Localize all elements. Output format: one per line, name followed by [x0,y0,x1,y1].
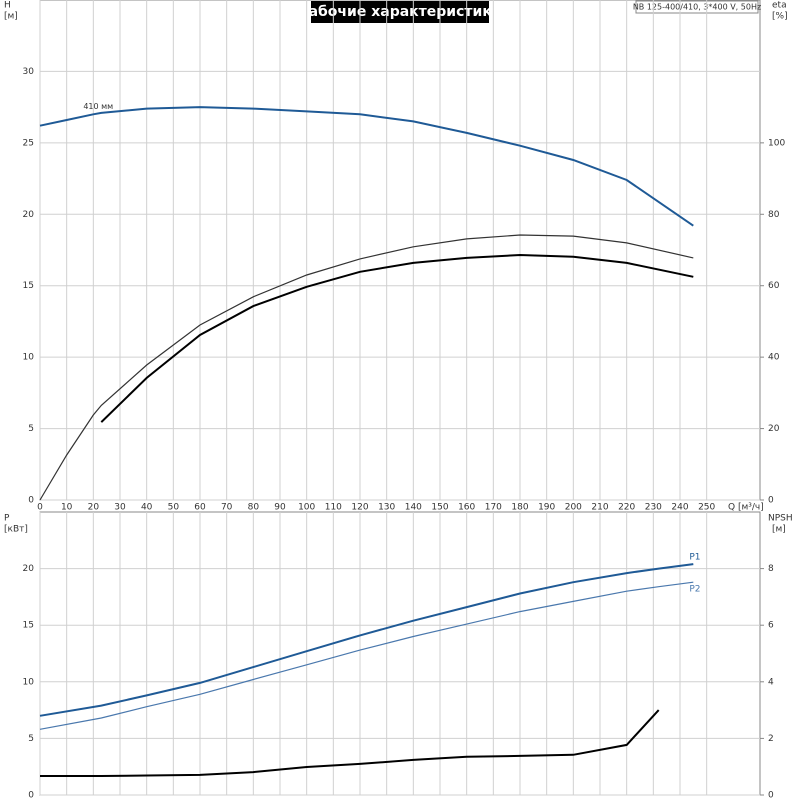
y-tick-label: 30 [23,67,35,77]
x-tick-label: 50 [168,503,180,513]
series-line [40,709,660,777]
title-box [311,1,489,23]
series-line [39,581,694,730]
y-axis-label: H [4,1,11,11]
x-tick-label: 100 [298,503,315,513]
y2-tick-label: 6 [768,621,774,631]
y-axis-label: P [4,514,10,524]
y2-axis-unit: [%] [772,12,788,22]
model-box [635,0,759,14]
y-tick-label: 5 [28,734,34,744]
y2-tick-label: 4 [768,677,774,687]
y-axis-unit: [м] [4,12,18,22]
x-tick-label: 110 [325,503,342,513]
x-tick-label: 200 [565,503,582,513]
y2-tick-label: 40 [768,353,780,363]
x-tick-label: 210 [591,503,608,513]
x-tick-label: 190 [538,503,555,513]
x-tick-label: 0 [37,503,43,513]
x-tick-label: 40 [141,503,153,513]
x-tick-label: 30 [114,503,126,513]
y2-tick-label: 60 [768,281,780,291]
y2-tick-label: 0 [768,791,774,800]
y-tick-label: 20 [23,564,35,574]
x-tick-label: 80 [248,503,260,513]
x-tick-label: 220 [618,503,635,513]
y-tick-label: 0 [28,791,34,800]
x-tick-label: 230 [645,503,662,513]
y2-tick-label: 0 [768,496,774,506]
x-tick-label: 150 [431,503,448,513]
series-line [39,234,694,501]
x-tick-label: 130 [378,503,395,513]
y-tick-label: 20 [23,210,35,220]
y2-axis-unit: [м] [772,525,786,535]
x-tick-label: 120 [351,503,368,513]
y2-axis-label: NPSH [768,514,793,524]
y-tick-label: 10 [23,677,35,687]
subtitle: NB 125-400/410, 3*400 V, 50Hz [633,3,761,12]
plot-frame [39,511,761,796]
y-axis-unit: [кВт] [4,525,28,535]
series-line [39,106,694,227]
series-line [39,563,694,717]
series-line [100,253,694,423]
x-tick-label: 250 [698,503,715,513]
series-label: P2 [689,585,700,595]
y-tick-label: 25 [23,138,34,148]
x-tick-label: 10 [61,503,73,513]
y-tick-label: 5 [28,424,34,434]
x-tick-label: 60 [194,503,206,513]
y-tick-label: 15 [23,281,34,291]
y-tick-label: 15 [23,621,34,631]
y2-tick-label: 100 [768,138,785,148]
x-tick-label: 20 [88,503,100,513]
y2-tick-label: 20 [768,424,780,434]
y-tick-label: 10 [23,353,35,363]
y2-axis-label: eta [772,1,787,11]
x-tick-label: 90 [274,503,286,513]
chart-title: Рабочие характеристики [298,4,501,20]
series-label: 410 мм [83,102,113,111]
series-label: P1 [689,553,700,563]
y-tick-label: 0 [28,496,34,506]
x-tick-label: 180 [511,503,528,513]
y2-tick-label: 2 [768,734,774,744]
x-tick-label: 160 [458,503,475,513]
y2-tick-label: 80 [768,210,780,220]
y2-tick-label: 8 [768,564,774,574]
x-tick-label: 240 [671,503,688,513]
x-tick-label: 140 [405,503,422,513]
x-tick-label: 170 [485,503,502,513]
x-axis-label: Q [м³/ч] [728,503,764,513]
x-tick-label: 70 [221,503,233,513]
